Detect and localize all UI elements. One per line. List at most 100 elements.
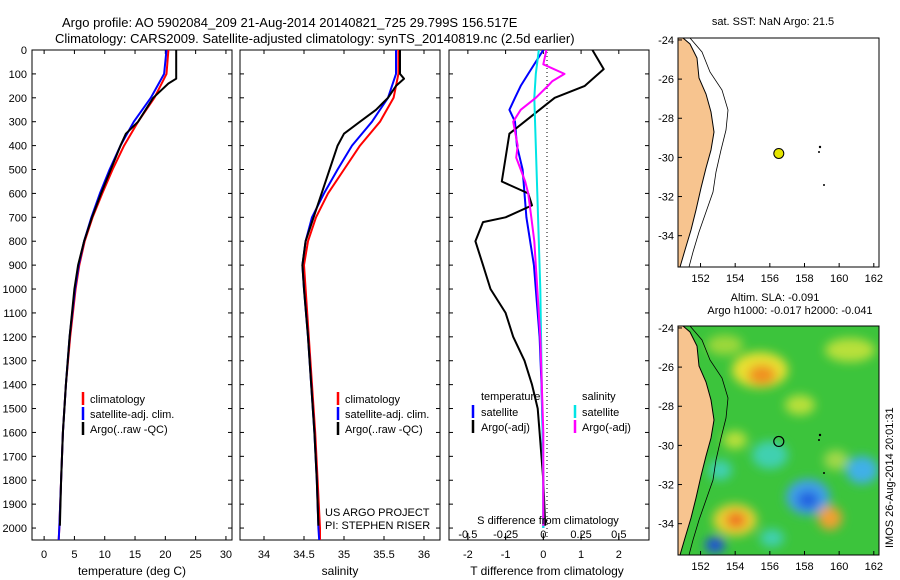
depth-tick-label: 1100 bbox=[3, 308, 27, 320]
s-tick-label: 0.5 bbox=[611, 529, 626, 541]
temperature-x-ticks: 0 5 10 15 20 25 30 bbox=[41, 50, 232, 561]
depth-tick-label: 200 bbox=[9, 93, 27, 105]
lon-tick-label: 158 bbox=[795, 273, 813, 285]
island bbox=[818, 145, 822, 149]
legend-label-satellite: satellite-adj. clim. bbox=[90, 409, 174, 421]
sla-map-subtitle: Argo h1000: -0.017 h2000: -0.041 bbox=[707, 305, 872, 317]
depth-tick-label: 700 bbox=[9, 212, 27, 224]
x-tick-label: 36 bbox=[418, 549, 430, 561]
salinity-x-ticks: 34 34.5 35 35.5 36 bbox=[258, 50, 430, 561]
legend-label-s-argo: Argo(-adj) bbox=[582, 422, 631, 434]
x-tick-label: 34 bbox=[258, 549, 270, 561]
x-tick-label: 15 bbox=[129, 549, 141, 561]
x-tick-label: 5 bbox=[71, 549, 77, 561]
lat-tick-label: -32 bbox=[658, 480, 674, 492]
sla-field bbox=[705, 335, 878, 553]
island bbox=[818, 439, 820, 441]
lat-tick-label: -32 bbox=[658, 192, 674, 204]
lon-tick-label: 152 bbox=[691, 561, 709, 573]
depth-tick-label: 1800 bbox=[3, 475, 27, 487]
x-tick-label: 10 bbox=[99, 549, 111, 561]
legend-label-argo: Argo(..raw -QC) bbox=[90, 424, 168, 436]
temperature-panel-frame bbox=[31, 49, 233, 541]
legend-header-salinity: salinity bbox=[582, 391, 616, 403]
depth-tick-label: 900 bbox=[9, 260, 27, 272]
sst-map-ticks: 152 154 156 158 160 162 -24 -26 -28 -30 -32 -34 bbox=[658, 35, 883, 285]
island bbox=[823, 184, 825, 186]
land-mass bbox=[678, 326, 715, 555]
float-position-marker bbox=[773, 435, 785, 448]
x-tick-label: -1 bbox=[501, 549, 511, 561]
sla-map-ticks: 152 154 156 158 160 162 -24 -26 -28 -30 -32 -34 bbox=[658, 323, 883, 573]
x-tick-label: 20 bbox=[159, 549, 171, 561]
depth-ticks bbox=[32, 49, 649, 529]
depth-tick-label: 2000 bbox=[3, 523, 27, 535]
series-line-argo-raw-qc bbox=[301, 50, 405, 526]
depth-tick-label: 800 bbox=[9, 236, 27, 248]
island bbox=[818, 151, 820, 153]
s-difference-label: S difference from climatology bbox=[477, 515, 619, 527]
salinity-panel-frame bbox=[239, 49, 441, 541]
series-line-climatology bbox=[303, 50, 400, 540]
sla-map-frame bbox=[677, 325, 880, 556]
figure-title-line1: Argo profile: AO 5902084_209 21-Aug-2014… bbox=[62, 15, 518, 30]
lon-tick-label: 154 bbox=[726, 273, 744, 285]
shelf-contour bbox=[688, 38, 729, 267]
depth-tick-label: 100 bbox=[9, 69, 27, 81]
depth-tick-label: 1600 bbox=[3, 427, 27, 439]
x-tick-label: 35.5 bbox=[373, 549, 394, 561]
legend-label-t-argo: Argo(-adj) bbox=[481, 422, 530, 434]
island bbox=[818, 433, 822, 437]
lon-tick-label: 158 bbox=[795, 561, 813, 573]
sst-map-frame bbox=[677, 37, 880, 268]
s-tick-label: -0.25 bbox=[493, 529, 518, 541]
lat-tick-label: -24 bbox=[658, 323, 674, 335]
temperature-lines bbox=[57, 50, 178, 540]
sst-map-title: sat. SST: NaN Argo: 21.5 bbox=[712, 16, 834, 28]
difference-legend: temperature salinity satellite Argo(-adj… bbox=[471, 391, 631, 434]
s-tick-label: 0.25 bbox=[570, 529, 591, 541]
x-tick-label: 0 bbox=[41, 549, 47, 561]
depth-tick-label: 300 bbox=[9, 117, 27, 129]
lat-tick-label: -30 bbox=[658, 440, 674, 452]
s-difference-ticks: -0.5 -0.25 0 0.25 0.5 bbox=[458, 529, 626, 541]
lon-tick-label: 154 bbox=[726, 561, 744, 573]
legend-header-temperature: temperature bbox=[481, 391, 540, 403]
depth-tick-labels: 0 100 200 300 400 500 600 700 800 900 1000 1100 1200… bbox=[3, 45, 27, 535]
depth-tick-label: 1400 bbox=[3, 380, 27, 392]
land-mass bbox=[678, 38, 715, 267]
depth-tick-label: 0 bbox=[21, 45, 27, 57]
salinity-lines bbox=[301, 50, 405, 540]
lon-tick-label: 156 bbox=[761, 273, 779, 285]
lat-tick-label: -28 bbox=[658, 113, 674, 125]
depth-tick-label: 1500 bbox=[3, 404, 27, 416]
pi-label: PI: STEPHEN RISER bbox=[325, 520, 430, 532]
island bbox=[823, 472, 825, 474]
depth-tick-label: 500 bbox=[9, 165, 27, 177]
salinity-legend: climatology satellite-adj. clim. Argo(..… bbox=[336, 392, 429, 436]
series-line-argo-adj bbox=[512, 50, 566, 526]
lat-tick-label: -26 bbox=[658, 362, 674, 374]
lat-tick-label: -34 bbox=[658, 231, 674, 243]
x-tick-label: 0 bbox=[540, 549, 546, 561]
legend-label-t-satellite: satellite bbox=[481, 407, 518, 419]
shelf-contour bbox=[688, 326, 729, 555]
depth-tick-label: 400 bbox=[9, 141, 27, 153]
x-tick-label: -2 bbox=[463, 549, 473, 561]
figure-title-line2: Climatology: CARS2009. Satellite-adjuste… bbox=[55, 31, 575, 46]
sla-map bbox=[678, 326, 879, 555]
depth-tick-label: 1000 bbox=[3, 284, 27, 296]
legend-label-argo: Argo(..raw -QC) bbox=[345, 424, 423, 436]
depth-tick-label: 1700 bbox=[3, 451, 27, 463]
lon-tick-label: 156 bbox=[761, 561, 779, 573]
x-tick-label: 34.5 bbox=[293, 549, 314, 561]
lon-tick-label: 152 bbox=[691, 273, 709, 285]
temperature-legend: climatology satellite-adj. clim. Argo(..… bbox=[81, 392, 174, 436]
lon-tick-label: 160 bbox=[830, 561, 848, 573]
s-tick-label: -0.5 bbox=[458, 529, 477, 541]
depth-tick-label: 1300 bbox=[3, 356, 27, 368]
legend-label-satellite: satellite-adj. clim. bbox=[345, 409, 429, 421]
lon-tick-label: 162 bbox=[865, 273, 883, 285]
series-line-satellite-adj-clim bbox=[57, 50, 168, 540]
